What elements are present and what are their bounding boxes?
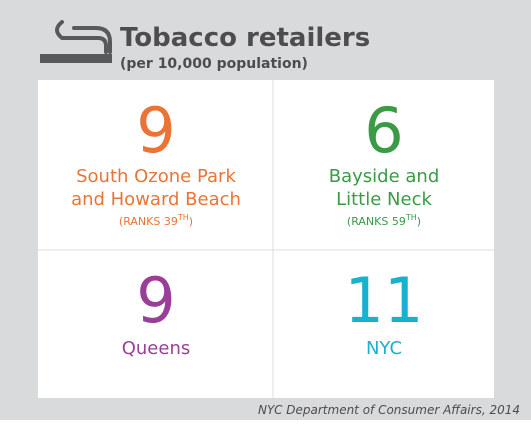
panel bbox=[38, 80, 494, 398]
rank-text: (RANKS 59 bbox=[347, 215, 406, 228]
cell-rank: (RANKS 59TH) bbox=[347, 213, 421, 228]
cigarette-icon bbox=[55, 20, 112, 54]
cigarette-body bbox=[40, 54, 112, 63]
cell-label: Little Neck bbox=[336, 189, 432, 210]
title: Tobacco retailers bbox=[120, 23, 370, 53]
cell-label: Queens bbox=[122, 338, 191, 359]
subtitle: (per 10,000 population) bbox=[120, 56, 308, 72]
rank-end: ) bbox=[189, 215, 193, 228]
cell-label: and Howard Beach bbox=[71, 189, 241, 210]
cell-label: NYC bbox=[366, 338, 402, 359]
rank-text: (RANKS 39 bbox=[119, 215, 178, 228]
cell-label: South Ozone Park bbox=[76, 166, 236, 187]
source: NYC Department of Consumer Affairs, 2014 bbox=[258, 403, 520, 417]
cell-value: 9 bbox=[136, 94, 175, 167]
cell-value: 11 bbox=[345, 264, 424, 337]
rank-sup: TH bbox=[405, 213, 417, 222]
cell-value: 9 bbox=[136, 264, 175, 337]
cell-label: Bayside and bbox=[329, 166, 440, 187]
cell-rank: (RANKS 39TH) bbox=[119, 213, 193, 228]
rank-end: ) bbox=[417, 215, 421, 228]
cell-value: 6 bbox=[364, 94, 403, 167]
rank-sup: TH bbox=[177, 213, 189, 222]
